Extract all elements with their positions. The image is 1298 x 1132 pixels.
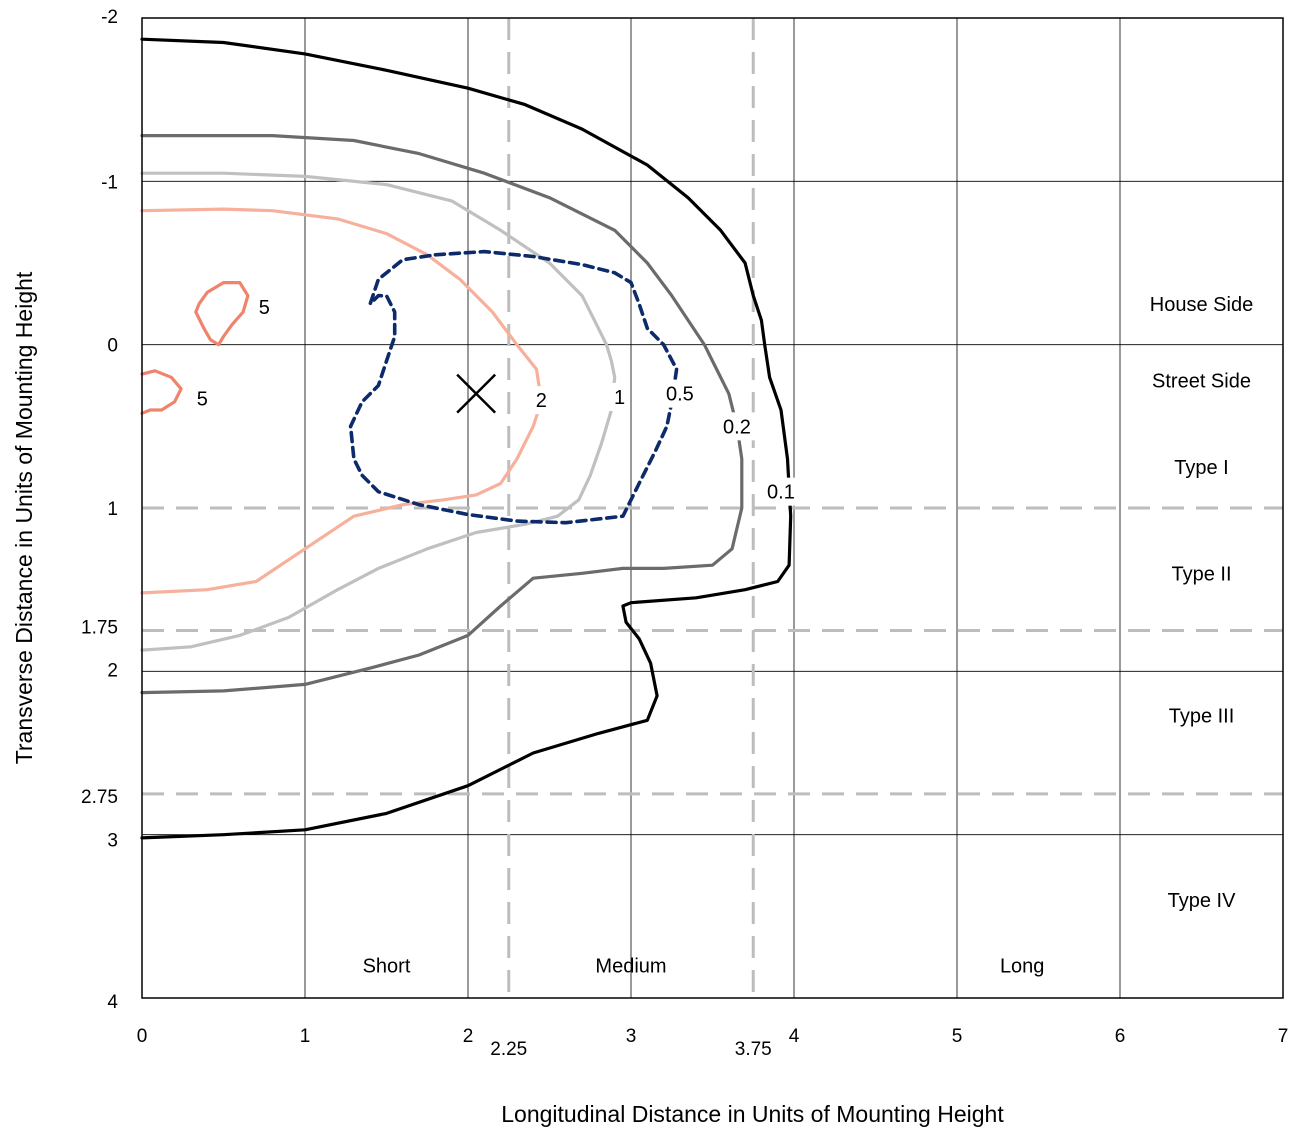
- y-tick-label: -1: [101, 172, 118, 193]
- y-tick-label: 3: [107, 831, 118, 852]
- contour-label-bg: [530, 386, 552, 415]
- x-tick-label: 6: [1115, 1026, 1126, 1047]
- contour-label: 0.2: [723, 416, 751, 438]
- luminaire-marker: [456, 373, 497, 414]
- marker-stroke: [456, 373, 497, 414]
- y-tick-labels: -2 -1 0 1 1.75 2 2.75 3 4: [81, 7, 118, 1013]
- x-tick-label: 7: [1278, 1026, 1289, 1047]
- contour-line-5: [194, 281, 250, 347]
- y-tick-label: 0: [107, 336, 118, 357]
- region-label: Street Side: [1152, 371, 1251, 393]
- contour-line-0-2: [140, 134, 744, 695]
- region-label: Short: [363, 955, 411, 977]
- contour-label: 0.1: [767, 482, 795, 504]
- x-tick-label: 2: [463, 1026, 474, 1047]
- y-tick-label: 1: [107, 499, 118, 520]
- contour-label: 1: [614, 387, 625, 409]
- x-tick-labels: 0 1 2 3 4 5 6 7 2.25 3.75: [137, 1026, 1289, 1060]
- contour-line-0-5: [348, 249, 679, 525]
- y-tick-label: 4: [107, 992, 118, 1013]
- contour-label-bg: [191, 384, 213, 413]
- contour-label-bg: [609, 382, 631, 411]
- y-tick-label: 2.75: [81, 787, 118, 808]
- y-axis-title: Transverse Distance in Units of Mounting…: [11, 271, 37, 764]
- x-tick-label-extra: 3.75: [735, 1039, 772, 1060]
- dashed-reference-lines: [142, 18, 1283, 998]
- x-axis-title: Longitudinal Distance in Units of Mounti…: [501, 1101, 1004, 1127]
- contour-label: 5: [197, 389, 208, 411]
- x-tick-label: 5: [952, 1026, 963, 1047]
- contour-label: 5: [259, 297, 270, 319]
- contour-label-bg: [715, 412, 759, 441]
- region-label: Type III: [1169, 705, 1235, 727]
- region-label: House Side: [1150, 294, 1253, 316]
- y-tick-label: 2: [107, 660, 118, 681]
- contour-line-0-1: [140, 37, 793, 840]
- contour-label-bg: [253, 293, 275, 322]
- contour-label-bg: [759, 477, 803, 506]
- region-label: Type I: [1174, 457, 1228, 479]
- contour-line-1: [140, 171, 617, 652]
- x-tick-label: 1: [300, 1026, 311, 1047]
- x-tick-label: 4: [789, 1026, 800, 1047]
- contour-label: 0.5: [666, 384, 694, 406]
- y-tick-label: -2: [101, 7, 118, 28]
- grid-lines: [142, 18, 1283, 998]
- x-tick-label: 3: [626, 1026, 637, 1047]
- region-label: Long: [1000, 955, 1045, 977]
- region-label: Type IV: [1168, 890, 1236, 912]
- contour-line-5: [140, 369, 183, 415]
- region-label: Medium: [595, 955, 666, 977]
- contour-lines: [140, 37, 793, 840]
- contour-label: 2: [536, 390, 547, 412]
- contour-labels: 5 5 2 1 0.5 0.2 0.1: [191, 293, 803, 506]
- contour-label-bg: [658, 379, 702, 408]
- y-tick-label: 1.75: [81, 618, 118, 639]
- region-label: Type II: [1171, 563, 1231, 585]
- region-labels: House Side Street Side Type I Type II Type I…: [363, 294, 1254, 977]
- x-tick-label: 0: [137, 1026, 148, 1047]
- x-tick-label-extra: 2.25: [490, 1039, 527, 1060]
- plot-area-frame: [141, 17, 1284, 999]
